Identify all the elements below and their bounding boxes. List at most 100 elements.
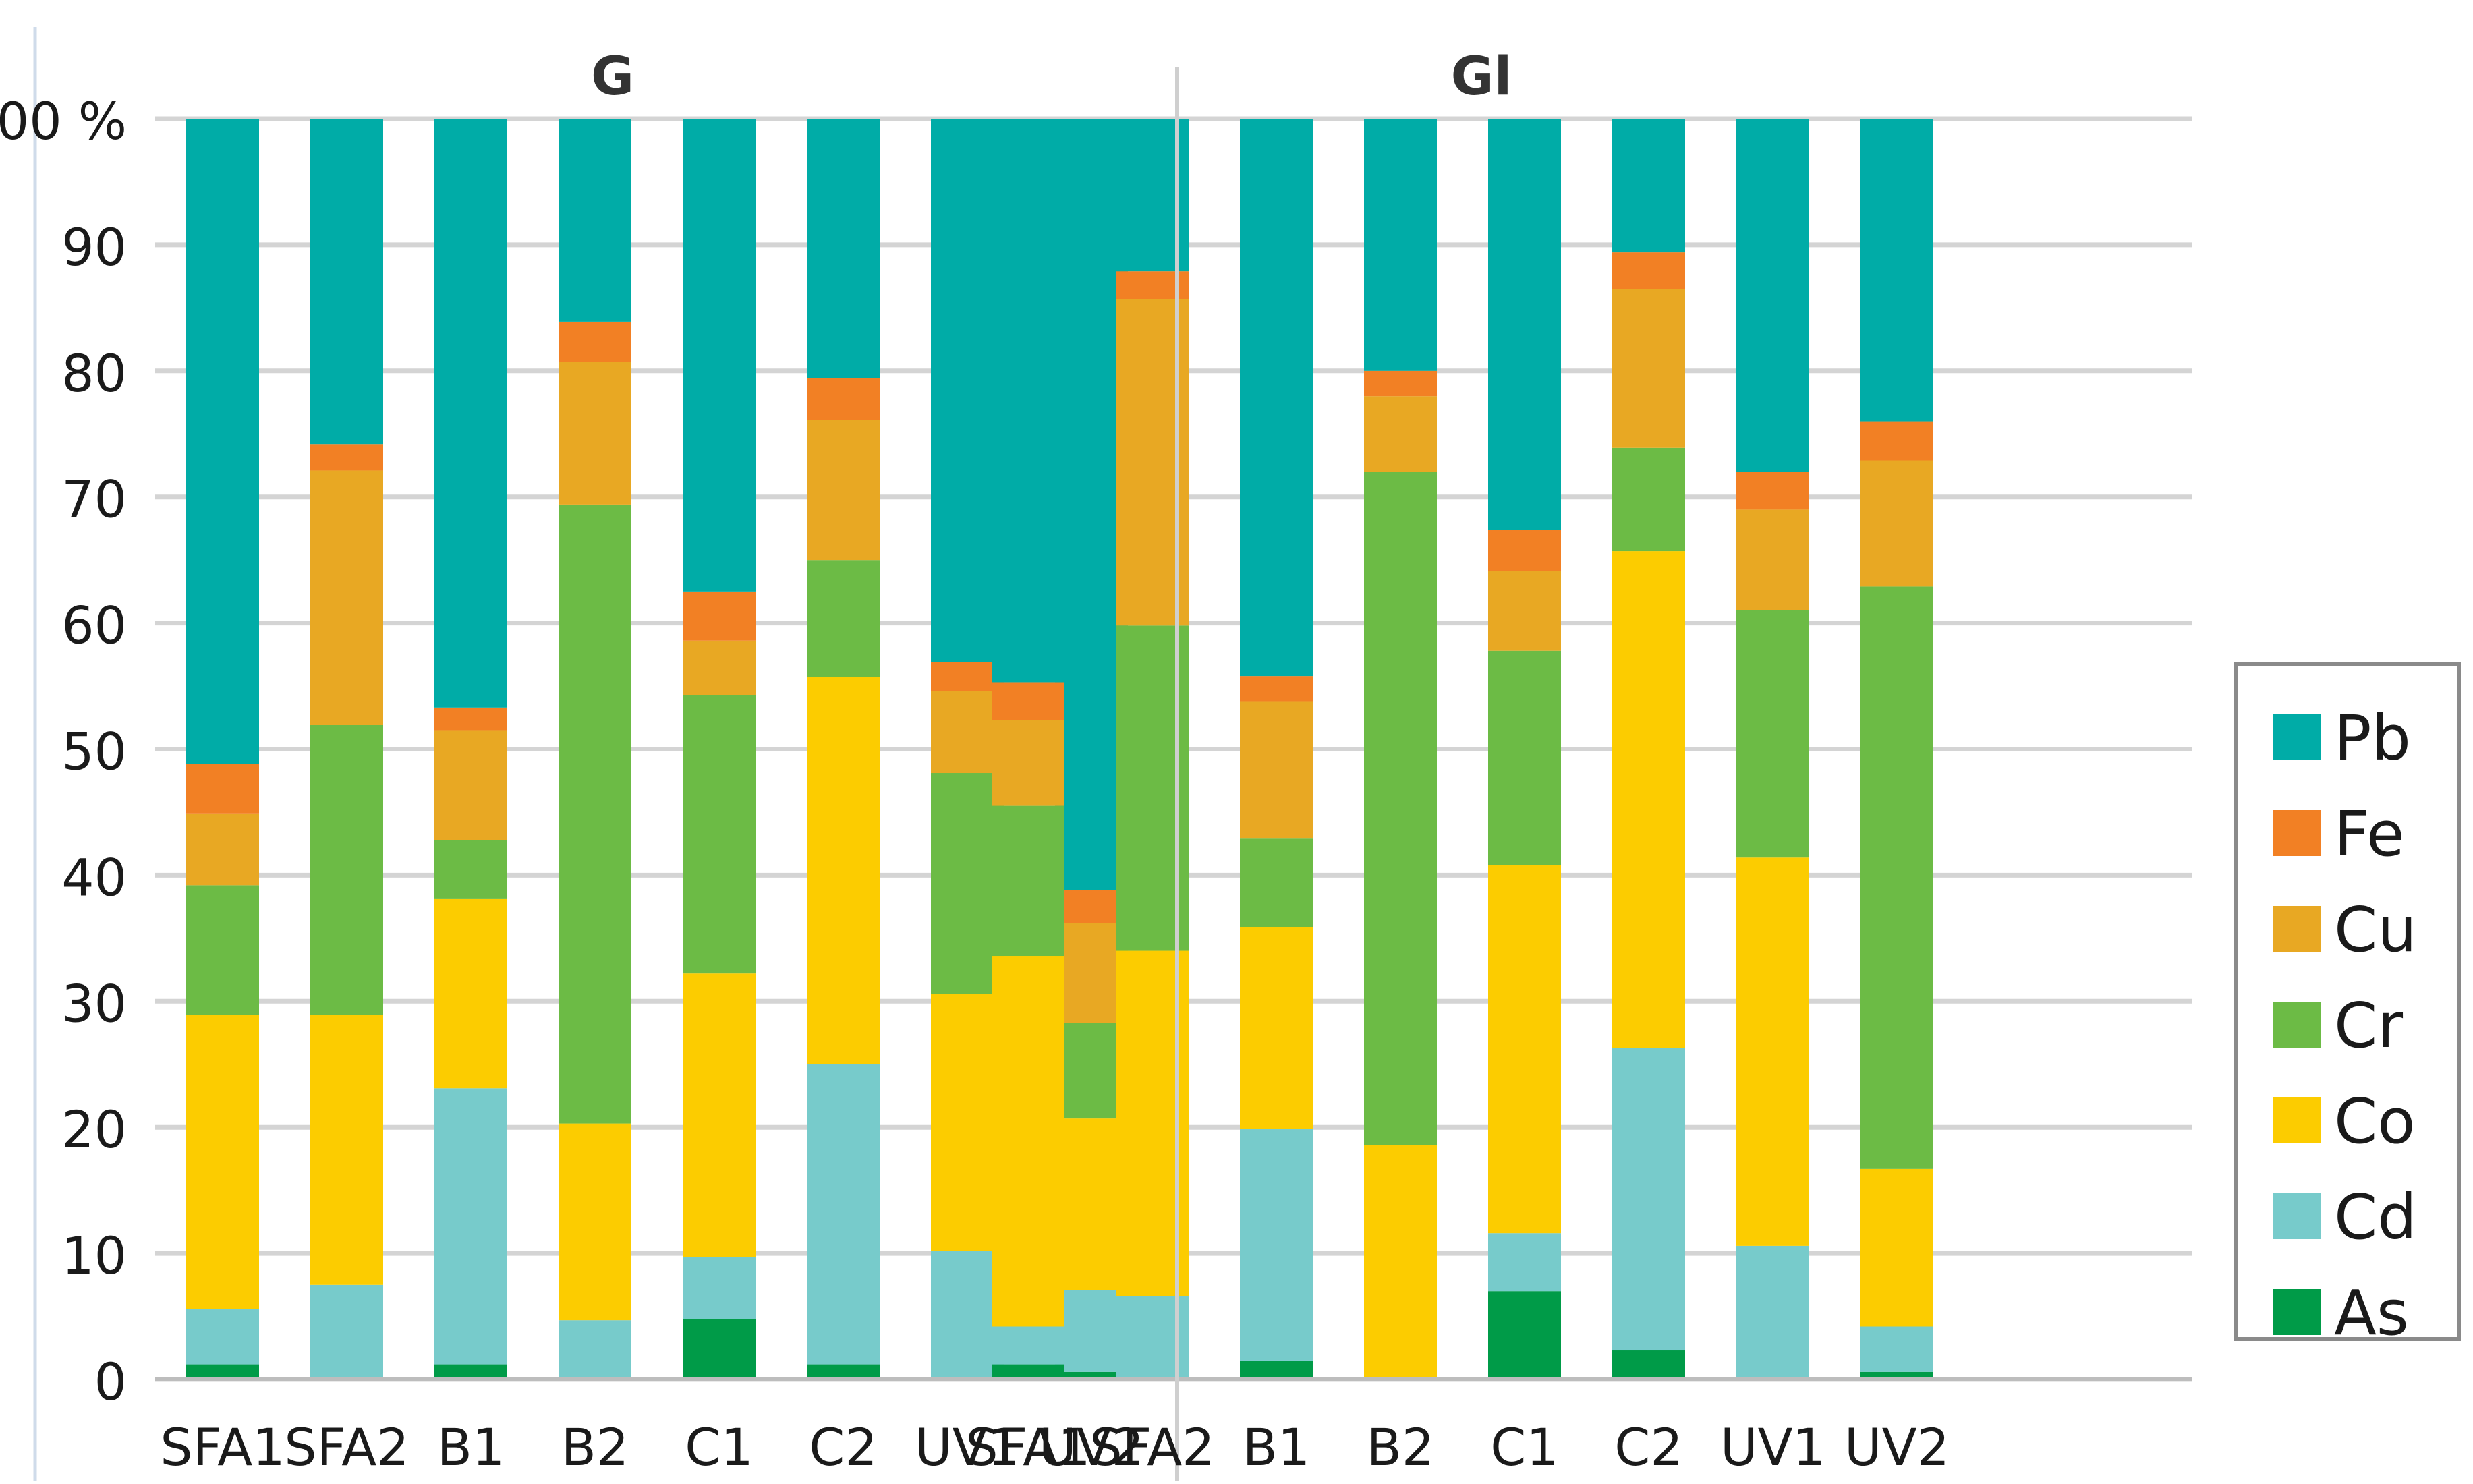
bar-segment-as: [683, 1319, 756, 1379]
x-tick-label: C1: [685, 1417, 753, 1477]
bar-segment-cr: [1240, 838, 1313, 928]
bar-segment-cd: [992, 1326, 1064, 1365]
group-title: G: [591, 47, 634, 107]
bar-segment-cu: [807, 420, 880, 561]
legend-label: Fe: [2334, 798, 2405, 870]
y-tick-label: 20: [61, 1100, 127, 1160]
bar-segment-co: [1488, 865, 1561, 1234]
bar-segment-cr: [683, 695, 756, 974]
bar-segment-cu: [310, 470, 383, 725]
legend-label: As: [2334, 1277, 2409, 1349]
bar-segment-as: [434, 1364, 507, 1379]
x-tick-label: B1: [437, 1417, 505, 1477]
bar-segment-cd: [1860, 1326, 1933, 1372]
x-tick-label: SFA2: [284, 1417, 409, 1477]
bar-segment-cu: [559, 362, 631, 505]
bar-segment-cu: [1860, 460, 1933, 587]
bar-segment-pb: [1488, 119, 1561, 530]
legend-label: Cd: [2334, 1181, 2417, 1253]
bar-segment-fe: [1736, 472, 1809, 510]
legend-label: Pb: [2334, 702, 2411, 774]
bar-segment-cr: [807, 560, 880, 677]
bar-segment-fe: [1860, 421, 1933, 461]
bar-segment-cd: [310, 1284, 383, 1379]
bar-segment-cu: [1488, 571, 1561, 651]
axes: 0102030405060708090100 %GSFA1SFA2B1B2C1C…: [0, 27, 2192, 1481]
x-tick-label: SFA2: [1089, 1417, 1214, 1477]
bar-segment-fe: [434, 707, 507, 731]
bar-segment-as: [807, 1364, 880, 1379]
bar-segment-fe: [1240, 676, 1313, 702]
bar-segment-fe: [559, 321, 631, 362]
y-tick-label: 60: [61, 596, 127, 656]
bar-segment-cu: [683, 640, 756, 695]
legend-swatch-cu: [2273, 906, 2321, 952]
bar-segment-cu: [434, 730, 507, 840]
bar-segment-pb: [434, 119, 507, 708]
bar-segment-co: [310, 1015, 383, 1285]
legend-label: Cr: [2334, 990, 2403, 1062]
y-tick-label: 0: [94, 1352, 127, 1412]
bars: [186, 119, 1933, 1379]
legend: Pb Fe Cu Cr Co Cd As: [2234, 662, 2461, 1349]
bar-segment-pb: [807, 119, 880, 379]
y-tick-label: 80: [61, 343, 127, 403]
y-tick-label: 90: [61, 217, 127, 277]
bar-segment-fe: [1612, 252, 1685, 289]
bar-segment-co: [1736, 857, 1809, 1246]
bar-segment-cu: [1736, 509, 1809, 610]
bar-segment-pb: [992, 119, 1064, 683]
bar-segment-cd: [186, 1309, 259, 1365]
bar-segment-cr: [1860, 586, 1933, 1169]
bar-segment-fe: [807, 378, 880, 420]
x-tick-label: B2: [561, 1417, 629, 1477]
y-tick-label: 70: [61, 469, 127, 530]
bar-segment-cr: [186, 885, 259, 1015]
legend-label: Co: [2334, 1085, 2416, 1158]
legend-swatch-co: [2273, 1097, 2321, 1143]
bar-segment-pb: [310, 119, 383, 445]
x-tick-label: B2: [1367, 1417, 1435, 1477]
x-tick-label: UV2: [1844, 1417, 1950, 1477]
y-tick-label: 10: [61, 1226, 127, 1286]
legend-swatch-as: [2273, 1289, 2321, 1335]
bar-segment-cd: [683, 1257, 756, 1319]
bar-segment-cd: [559, 1320, 631, 1379]
x-tick-label: UV1: [915, 1417, 1020, 1477]
bar-segment-co: [807, 677, 880, 1064]
bar-segment-as: [1488, 1291, 1561, 1379]
bar-segment-as: [186, 1364, 259, 1379]
bar-segment-cr: [310, 724, 383, 1015]
bar-segment-pb: [186, 119, 259, 764]
bar-segment-cr: [434, 840, 507, 899]
bar-segment-fe: [1488, 530, 1561, 571]
bar-segment-co: [434, 898, 507, 1089]
bar-segment-cd: [1736, 1245, 1809, 1379]
bar-segment-cr: [1488, 650, 1561, 865]
bar-segment-cu: [1612, 289, 1685, 448]
legend-swatch-pb: [2273, 714, 2321, 760]
bar-segment-cr: [559, 504, 631, 1124]
bar-segment-pb: [559, 119, 631, 322]
bar-segment-cr: [992, 805, 1064, 957]
bar-segment-co: [1364, 1145, 1437, 1379]
legend-swatch-fe: [2273, 810, 2321, 856]
bar-segment-pb: [1240, 119, 1313, 677]
bar-segment-cd: [1240, 1129, 1313, 1361]
bar-segment-cu: [992, 720, 1064, 806]
y-tick-label: 50: [61, 722, 127, 782]
bar-segment-fe: [310, 444, 383, 471]
bar-segment-as: [992, 1364, 1064, 1379]
bar-segment-cd: [1488, 1233, 1561, 1292]
bar-segment-as: [1612, 1350, 1685, 1379]
x-tick-label: UV2: [1039, 1417, 1144, 1477]
bar-segment-pb: [1612, 119, 1685, 253]
x-tick-label: B1: [1243, 1417, 1311, 1477]
legend-label: Cu: [2334, 894, 2417, 966]
bar-segment-fe: [992, 682, 1064, 720]
bar-segment-co: [992, 956, 1064, 1327]
legend-swatch-cd: [2273, 1193, 2321, 1239]
bar-segment-as: [1055, 1371, 1128, 1379]
